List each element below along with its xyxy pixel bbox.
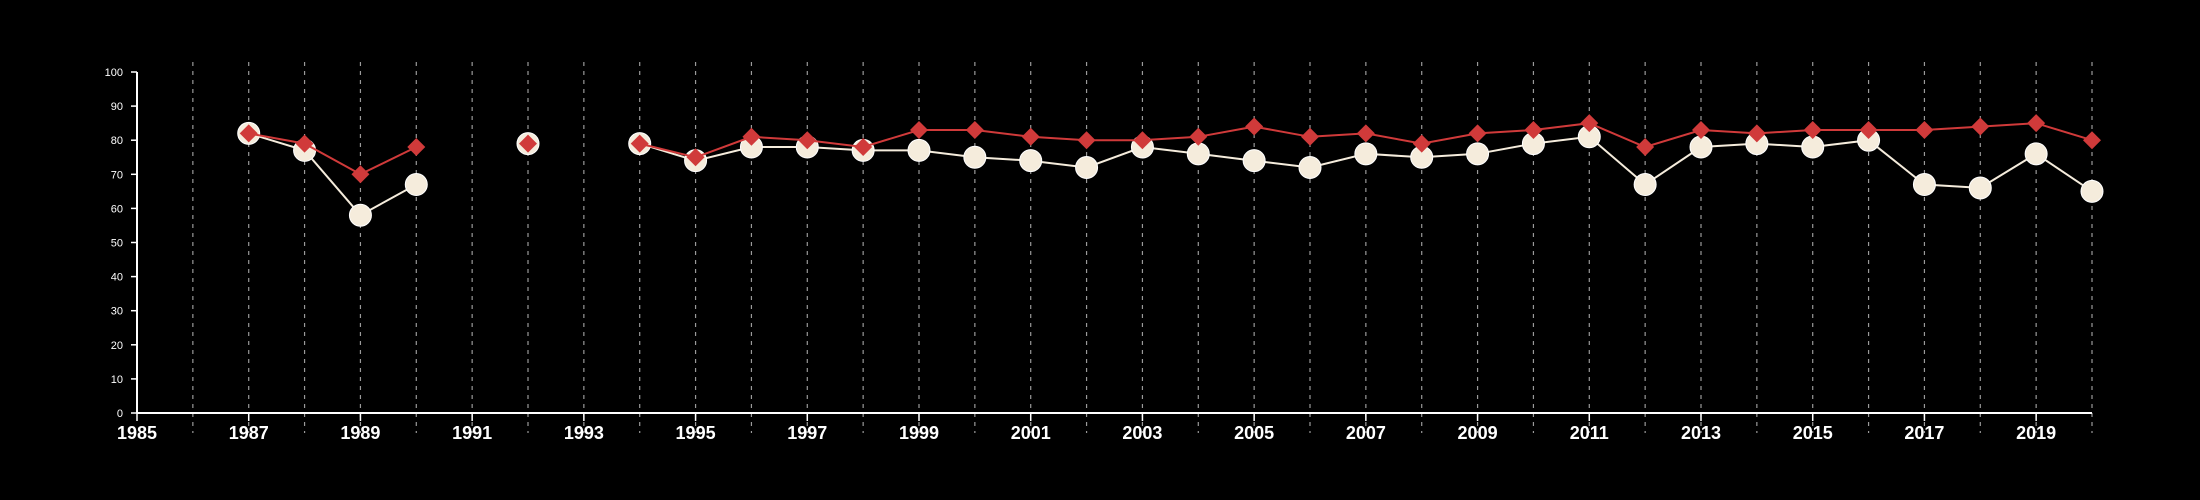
point-circle-2000 xyxy=(963,145,987,169)
x-tick-label-2019: 2019 xyxy=(2016,423,2056,443)
point-circle-2004 xyxy=(1186,142,1210,166)
grid-layer xyxy=(192,62,2093,433)
point-circle-2018 xyxy=(1968,176,1992,200)
y-tick-label-30: 30 xyxy=(111,306,123,318)
point-circle-2007 xyxy=(1354,142,1378,166)
point-diamond-1999 xyxy=(910,120,928,139)
series-circle-line-0 xyxy=(248,132,417,217)
point-diamond-1995 xyxy=(686,148,705,167)
point-diamond-1997 xyxy=(798,131,817,150)
point-diamond-2000 xyxy=(965,120,984,139)
point-diamond-1994 xyxy=(630,134,649,153)
y-tick-label-60: 60 xyxy=(111,203,123,215)
x-tick-label-1999: 1999 xyxy=(899,423,939,443)
point-diamond-2016 xyxy=(1859,120,1878,139)
series-diamond-line-0 xyxy=(248,132,417,176)
point-diamond-2012 xyxy=(1636,138,1655,157)
point-diamond-1988 xyxy=(295,134,314,153)
x-tick-label-2011: 2011 xyxy=(1570,423,1609,443)
point-diamond-2020 xyxy=(2083,131,2101,150)
point-circle-2020 xyxy=(2080,179,2104,203)
point-diamond-1989 xyxy=(351,165,370,184)
x-tick-label-2001: 2001 xyxy=(1011,423,1051,443)
point-diamond-2007 xyxy=(1356,124,1375,143)
x-tick-label-2007: 2007 xyxy=(1346,423,1386,443)
point-diamond-2015 xyxy=(1803,120,1822,139)
point-diamond-1987 xyxy=(239,124,258,143)
x-tick-label-2017: 2017 xyxy=(1904,423,1944,443)
point-diamond-2001 xyxy=(1021,127,1040,146)
x-tick-label-1995: 1995 xyxy=(676,423,716,443)
point-diamond-1990 xyxy=(407,138,426,157)
x-tick-label-1991: 1991 xyxy=(452,423,492,443)
point-circle-2015 xyxy=(1801,135,1825,159)
point-circle-2019 xyxy=(2024,142,2048,166)
point-diamond-2009 xyxy=(1468,124,1487,143)
point-diamond-2003 xyxy=(1133,131,1152,150)
point-circle-1999 xyxy=(907,138,931,162)
y-tick-label-0: 0 xyxy=(117,408,123,420)
x-tick-label-1997: 1997 xyxy=(787,423,827,443)
point-diamond-2008 xyxy=(1412,134,1431,153)
point-diamond-2005 xyxy=(1245,117,1264,136)
point-diamond-2010 xyxy=(1524,120,1543,139)
point-diamond-2017 xyxy=(1915,120,1934,139)
x-tick-label-2013: 2013 xyxy=(1681,423,1721,443)
y-tick-label-80: 80 xyxy=(111,135,123,147)
y-tick-label-20: 20 xyxy=(111,340,123,352)
point-diamond-2013 xyxy=(1692,120,1710,139)
point-diamond-1998 xyxy=(854,138,873,157)
y-tick-label-40: 40 xyxy=(111,272,123,284)
y-tick-label-70: 70 xyxy=(111,169,123,181)
point-circle-2002 xyxy=(1075,155,1099,179)
series-diamond xyxy=(239,114,2101,184)
x-tick-label-1989: 1989 xyxy=(340,423,380,443)
series-layer xyxy=(237,114,2104,227)
point-circle-2005 xyxy=(1242,149,1266,173)
x-tick-label-1987: 1987 xyxy=(229,423,269,443)
y-tick-label-50: 50 xyxy=(111,238,123,250)
point-circle-2017 xyxy=(1912,173,1936,197)
point-diamond-2018 xyxy=(1971,117,1990,136)
y-tick-label-10: 10 xyxy=(111,374,123,386)
point-diamond-2006 xyxy=(1301,127,1319,146)
point-circle-2001 xyxy=(1019,149,1043,173)
point-circle-1989 xyxy=(348,203,372,227)
y-tick-label-100: 100 xyxy=(105,67,123,79)
x-tick-label-1993: 1993 xyxy=(564,423,604,443)
point-circle-2012 xyxy=(1633,173,1657,197)
point-diamond-2002 xyxy=(1077,131,1096,150)
y-tick-label-90: 90 xyxy=(111,101,123,113)
point-circle-2013 xyxy=(1689,135,1713,159)
x-tick-label-2009: 2009 xyxy=(1458,423,1498,443)
x-tick-label-2005: 2005 xyxy=(1234,423,1274,443)
point-circle-2009 xyxy=(1466,142,1490,166)
point-diamond-2011 xyxy=(1580,114,1599,133)
axis-layer: 0 10 20 30 40 50 60 70 80 90 100 1985 1987 1989 1991 19… xyxy=(105,67,2092,443)
x-tick-label-1985: 1985 xyxy=(117,423,157,443)
point-circle-2006 xyxy=(1298,155,1322,179)
point-diamond-2004 xyxy=(1189,127,1208,146)
point-diamond-1996 xyxy=(742,127,761,146)
point-circle-1990 xyxy=(404,173,428,197)
point-diamond-1992 xyxy=(519,134,537,153)
point-diamond-2019 xyxy=(2027,114,2046,133)
x-tick-label-2003: 2003 xyxy=(1122,423,1162,443)
x-tick-label-2015: 2015 xyxy=(1793,423,1833,443)
point-diamond-2014 xyxy=(1747,124,1766,143)
